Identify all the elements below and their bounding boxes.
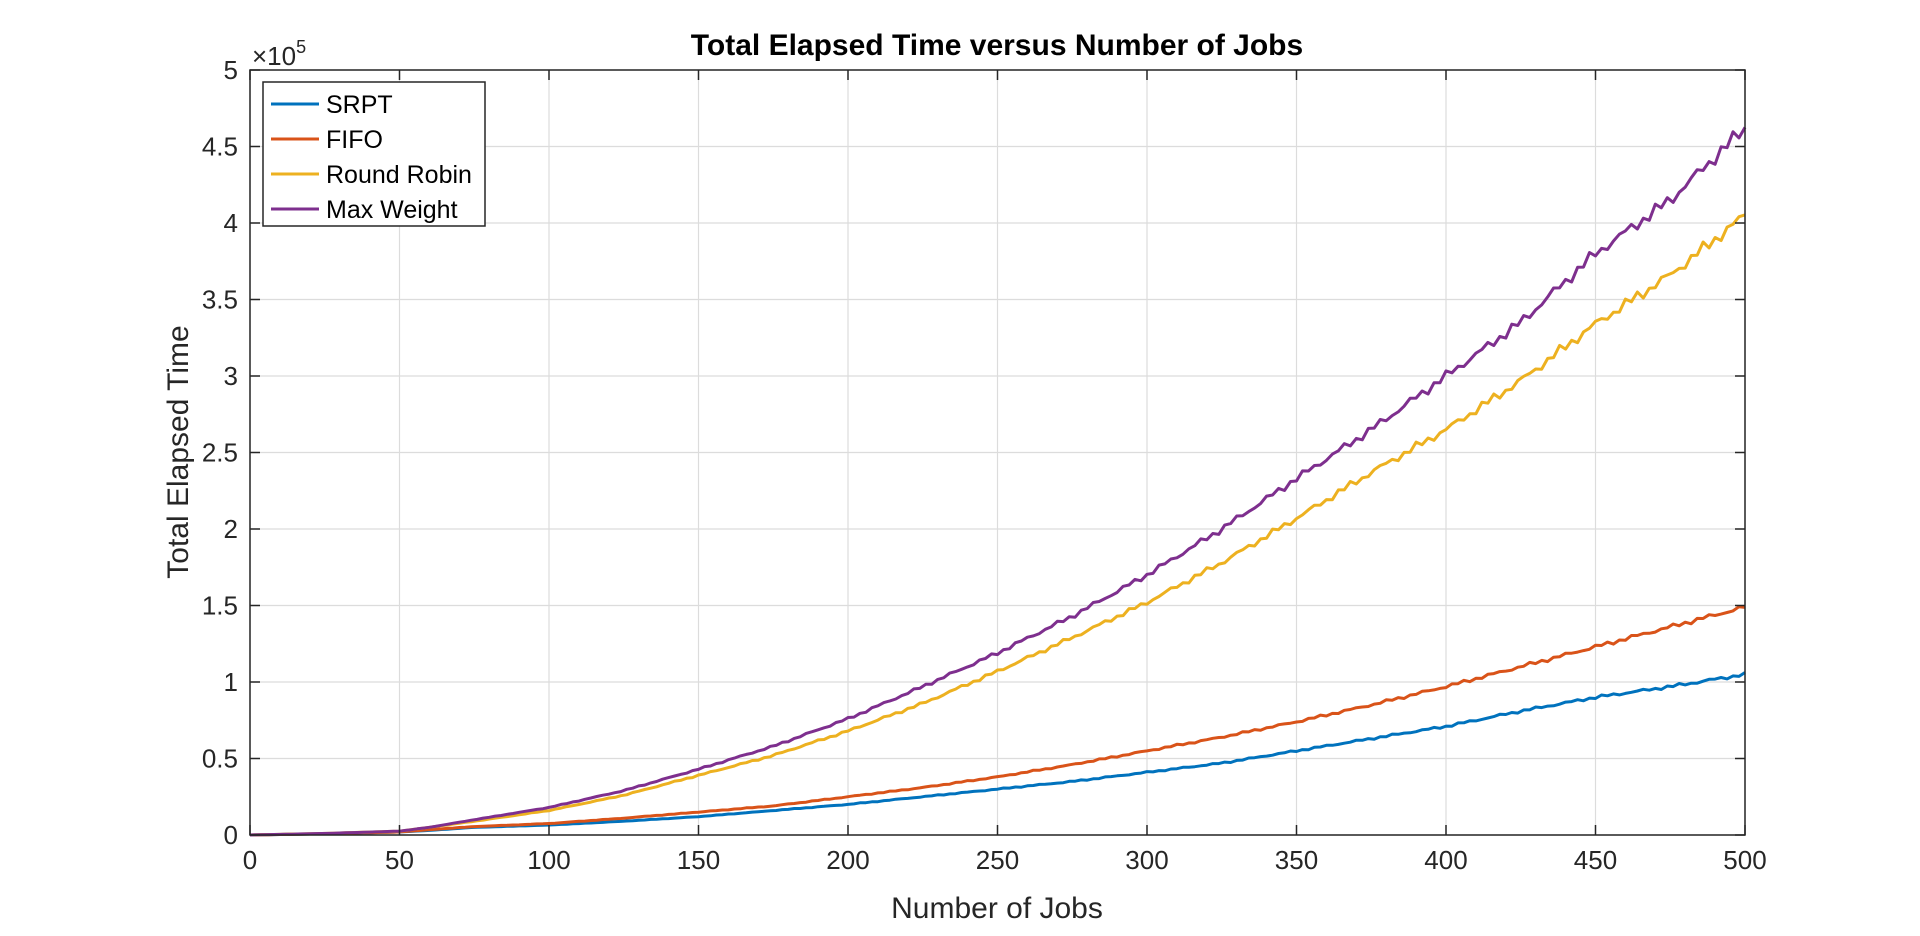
y-tick-label: 1 (224, 667, 238, 697)
x-tick-label: 200 (826, 845, 869, 875)
y-tick-label: 5 (224, 55, 238, 85)
chart-title: Total Elapsed Time versus Number of Jobs (691, 29, 1303, 62)
y-tick-label: 0 (224, 820, 238, 850)
y-tick-label: 1.5 (202, 591, 238, 621)
x-tick-label: 300 (1125, 845, 1168, 875)
y-tick-label: 3 (224, 361, 238, 391)
y-axis-label: Total Elapsed Time (162, 325, 195, 578)
series-line-fifo (249, 605, 1746, 837)
series-line-round-robin (249, 213, 1746, 837)
x-tick-label: 500 (1723, 845, 1766, 875)
legend-box (262, 81, 486, 227)
y-tick-label: 2 (224, 514, 238, 544)
tick-marks (249, 69, 1746, 836)
y-tick-label: 0.5 (202, 744, 238, 774)
series-layer (249, 126, 1747, 837)
legend-label: Round Robin (326, 161, 472, 189)
x-tick-label: 50 (385, 845, 414, 875)
x-tick-label: 100 (527, 845, 570, 875)
x-tick-label: 450 (1574, 845, 1617, 875)
y-exponent-label: ×105 (252, 37, 306, 71)
legend-label: Max Weight (326, 196, 458, 224)
y-exponent-power: 5 (296, 37, 306, 57)
y-tick-label: 3.5 (202, 285, 238, 315)
y-exponent-base: ×10 (252, 41, 296, 71)
x-axis-label: Number of Jobs (891, 892, 1103, 925)
x-tick-label: 150 (677, 845, 720, 875)
legend-label: SRPT (326, 91, 393, 119)
legend-label: FIFO (326, 126, 383, 154)
series-line-max-weight (249, 126, 1747, 837)
x-tick-labels: 0 50 100 150 200 250 300 350 400 450 500 (243, 845, 1767, 875)
x-tick-label: 400 (1424, 845, 1467, 875)
y-tick-label: 4 (224, 208, 238, 238)
x-tick-label: 250 (976, 845, 1019, 875)
x-tick-label: 0 (243, 845, 257, 875)
y-tick-label: 2.5 (202, 438, 238, 468)
x-tick-label: 350 (1275, 845, 1318, 875)
y-tick-label: 4.5 (202, 132, 238, 162)
y-tick-labels: 0 0.5 1 1.5 2 2.5 3 3.5 4 4.5 5 (202, 55, 238, 850)
legend: SRPT FIFO Round Robin Max Weight (262, 81, 486, 227)
